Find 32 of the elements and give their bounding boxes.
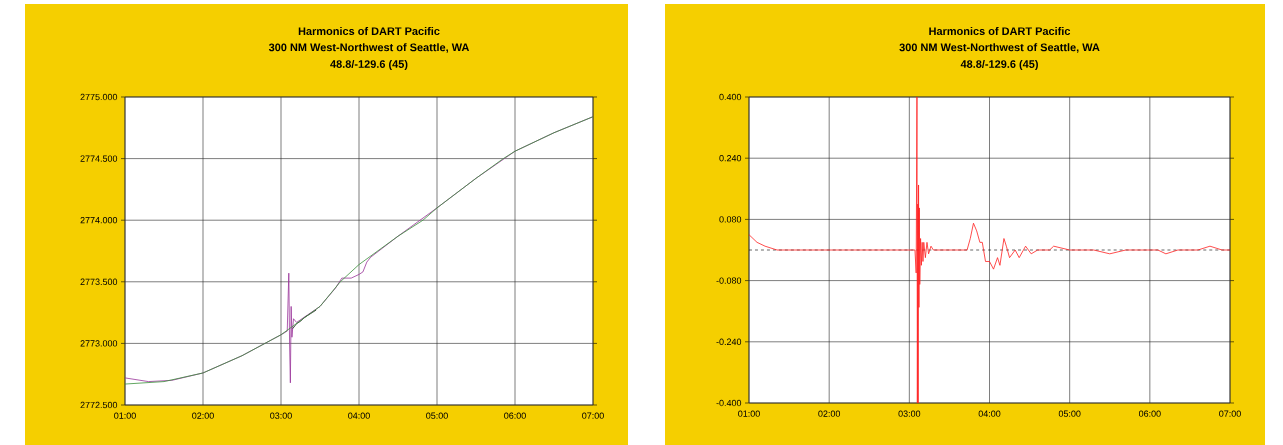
chart-title: Harmonics of DART Pacific — [298, 26, 440, 36]
x-tick-label: 07:00 — [1219, 410, 1241, 417]
x-tick-label: 05:00 — [1058, 410, 1081, 417]
x-tick-label: 06:00 — [1138, 410, 1161, 417]
x-tick-label: 07:00 — [582, 412, 604, 419]
chart-subtitle: 300 NM West-Northwest of Seattle, WA — [899, 43, 1100, 53]
y-tick-label: 0.080 — [719, 216, 742, 223]
x-tick-label: 06:00 — [504, 412, 526, 419]
x-tick-label: 01:00 — [738, 410, 760, 417]
x-tick-label: 02:00 — [818, 410, 841, 417]
y-tick-label: 0.240 — [719, 155, 742, 162]
text: 48.8/-129.6 (45) — [960, 59, 1038, 71]
x-tick-label: 04:00 — [978, 410, 1001, 417]
text: 48.8/-129.6 (45) — [330, 59, 408, 71]
chart-title: Harmonics of DART Pacific — [929, 26, 1071, 36]
x-tick-label: 05:00 — [426, 412, 448, 419]
y-tick-label: 2775.000 — [80, 93, 118, 101]
y-tick-label: -0.240 — [716, 338, 742, 345]
y-tick-label: 2773.500 — [80, 278, 118, 285]
y-tick-label: 0.400 — [719, 93, 742, 101]
y-tick-label: 2774.500 — [80, 155, 118, 162]
x-tick-label: 01:00 — [114, 412, 136, 419]
y-tick-label: 2773.000 — [80, 340, 118, 347]
y-tick-label: -0.400 — [716, 399, 742, 407]
y-tick-label: -0.080 — [716, 277, 742, 284]
x-tick-label: 03:00 — [898, 410, 921, 417]
y-tick-label: 2774.000 — [80, 217, 118, 224]
chart-subtitle: 300 NM West-Northwest of Seattle, WA — [268, 43, 470, 53]
x-tick-label: 03:00 — [270, 412, 292, 419]
x-tick-label: 02:00 — [192, 412, 214, 419]
x-tick-label: 04:00 — [348, 412, 370, 419]
y-tick-label: 2772.500 — [80, 401, 118, 409]
